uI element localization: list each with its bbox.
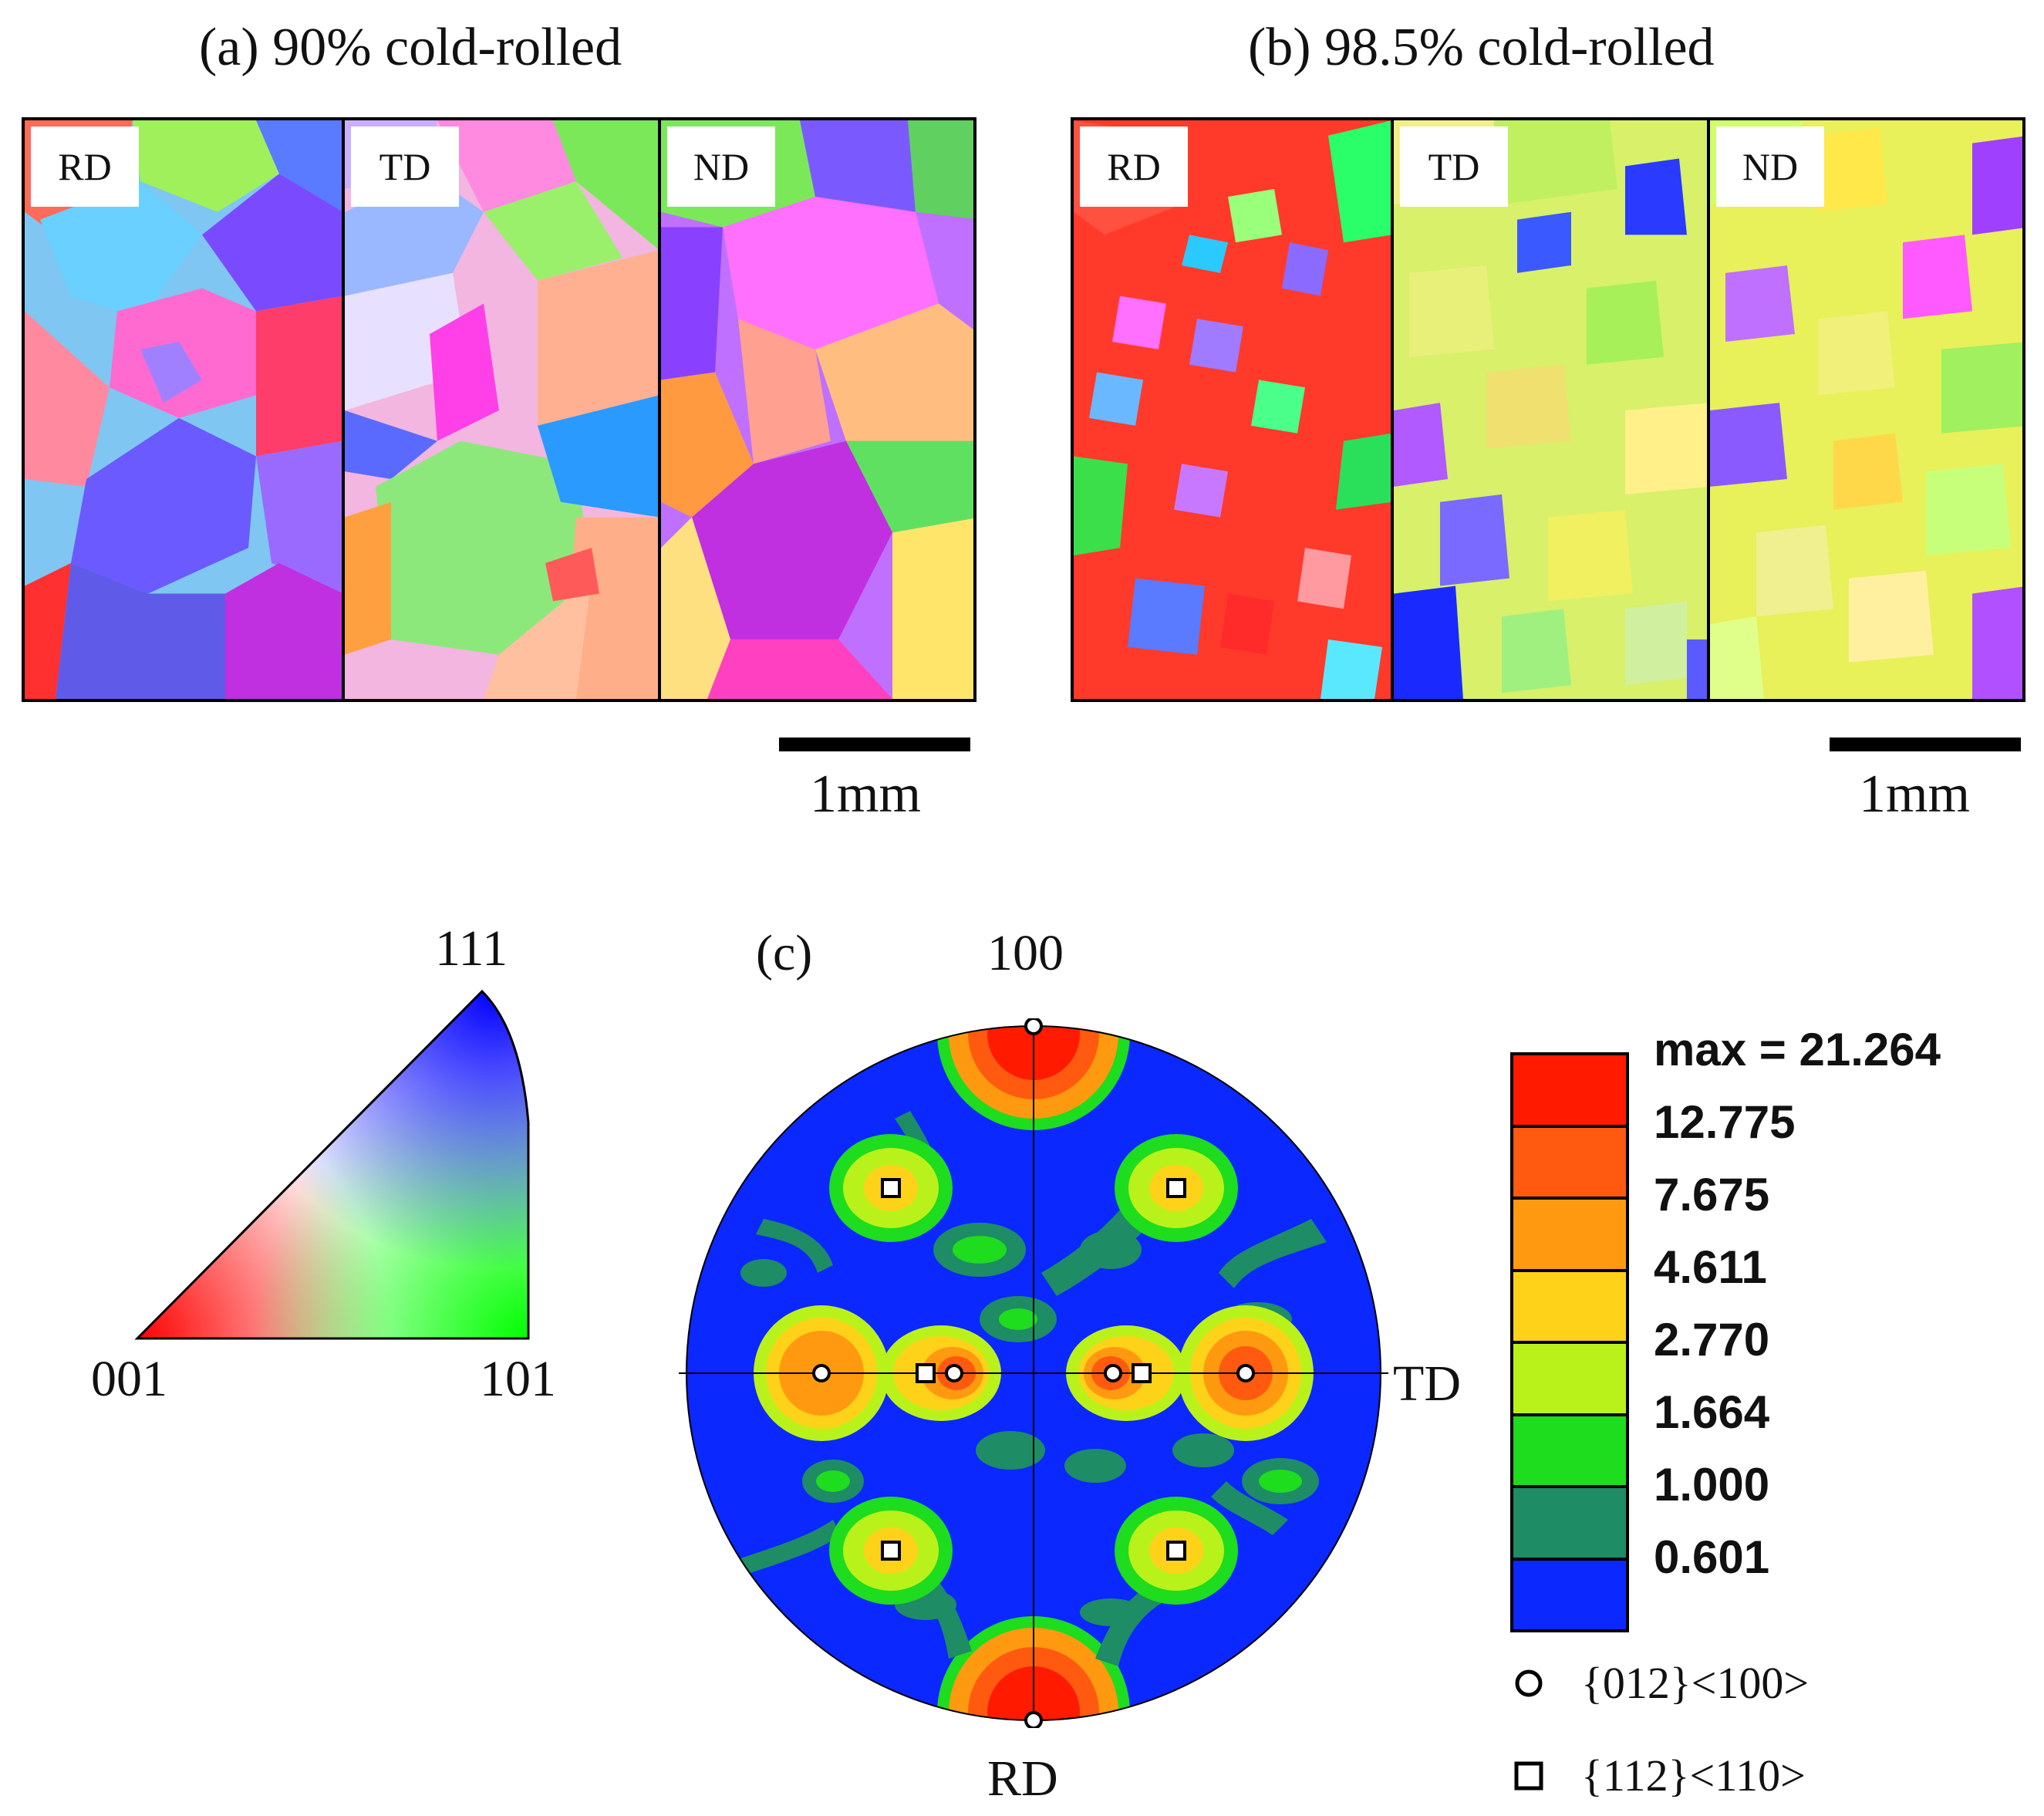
panel-a-title: (a) 90% cold-rolled bbox=[199, 18, 622, 77]
legend-level: 12.775 bbox=[1654, 1096, 1796, 1148]
map-divider bbox=[658, 120, 661, 699]
panel-a-ebsd-maps: RD TD ND bbox=[22, 117, 976, 702]
colorbar-band bbox=[1513, 1416, 1626, 1488]
ipf-label-101: 101 bbox=[480, 1351, 556, 1407]
pole-figure-rd-label: RD bbox=[987, 1750, 1058, 1807]
ipf-label-001: 001 bbox=[91, 1351, 167, 1407]
intensity-colorbar bbox=[1510, 1052, 1629, 1632]
legend-level: 7.675 bbox=[1654, 1169, 1770, 1220]
ebsd-map-a-td bbox=[345, 120, 659, 699]
scale-bar-b bbox=[1830, 738, 2021, 751]
scale-label-b: 1mm bbox=[1859, 765, 1970, 824]
map-divider bbox=[1391, 120, 1394, 699]
map-label: RD bbox=[31, 127, 139, 207]
map-label: TD bbox=[1400, 127, 1508, 207]
legend-level: 2.770 bbox=[1654, 1314, 1770, 1365]
colorbar-band bbox=[1513, 1344, 1626, 1416]
ebsd-map-b-nd bbox=[1710, 120, 2022, 699]
legend-circle-label: {012}<100> bbox=[1581, 1658, 1810, 1708]
colorbar-band bbox=[1513, 1055, 1626, 1128]
colorbar-band bbox=[1513, 1127, 1626, 1200]
ipf-label-111: 111 bbox=[435, 920, 508, 977]
map-label: RD bbox=[1080, 127, 1188, 207]
colorbar-band bbox=[1513, 1200, 1626, 1272]
pole-figure-td-label: TD bbox=[1393, 1355, 1461, 1412]
legend-level: 4.611 bbox=[1654, 1241, 1767, 1293]
legend-square-icon bbox=[1514, 1761, 1543, 1791]
legend-level: 1.664 bbox=[1654, 1386, 1770, 1438]
panel-b-title: (b) 98.5% cold-rolled bbox=[1248, 18, 1715, 77]
legend-level: 1.000 bbox=[1654, 1459, 1770, 1511]
legend-max-label: max = 21.264 bbox=[1654, 1024, 1941, 1075]
map-label: TD bbox=[351, 127, 459, 207]
colorbar-band bbox=[1513, 1560, 1626, 1629]
map-divider bbox=[342, 120, 345, 699]
colorbar-band bbox=[1513, 1488, 1626, 1561]
pole-figure-100 bbox=[679, 1018, 1388, 1728]
map-label: ND bbox=[1716, 127, 1824, 207]
marker-square bbox=[881, 1178, 1186, 1561]
ebsd-map-a-rd bbox=[25, 120, 343, 699]
ipf-color-key bbox=[134, 989, 530, 1340]
map-label: ND bbox=[667, 127, 775, 207]
ebsd-map-b-rd bbox=[1074, 120, 1392, 699]
marker-circle bbox=[812, 1018, 1255, 1728]
ebsd-map-a-nd bbox=[661, 120, 973, 699]
scale-label-a: 1mm bbox=[810, 765, 921, 824]
pole-figure-top-label: 100 bbox=[987, 925, 1064, 981]
legend-square-label: {112}<110> bbox=[1581, 1750, 1806, 1801]
legend-level: 0.601 bbox=[1654, 1531, 1770, 1583]
legend-circle-icon bbox=[1515, 1669, 1543, 1697]
map-divider bbox=[1707, 120, 1710, 699]
scale-bar-a bbox=[779, 738, 970, 751]
panel-c-label: (c) bbox=[756, 925, 813, 981]
ebsd-map-b-td bbox=[1394, 120, 1708, 699]
colorbar-band bbox=[1513, 1271, 1626, 1344]
panel-b-ebsd-maps: RD TD ND bbox=[1071, 117, 2025, 702]
